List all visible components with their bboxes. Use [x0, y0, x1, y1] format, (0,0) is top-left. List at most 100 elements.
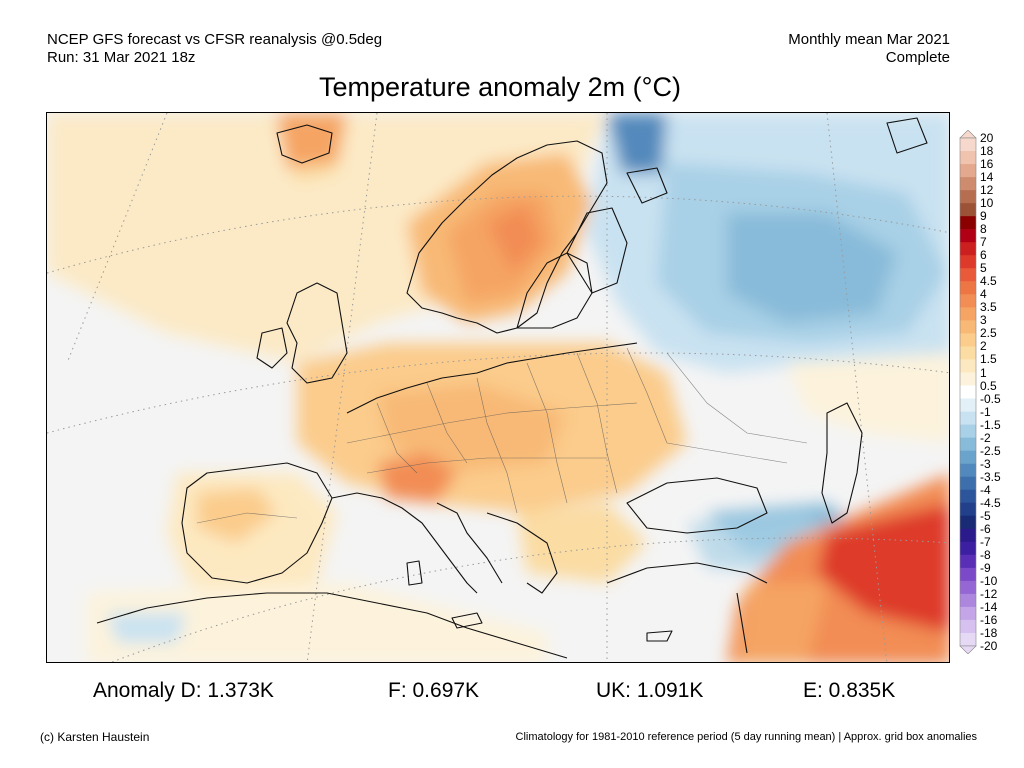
colorbar-tick-label: 3.5: [980, 300, 997, 315]
colorbar-tick-label: -7: [980, 534, 991, 549]
colorbar-swatch: [960, 502, 976, 517]
colorbar-tick-label: -0.5: [980, 391, 1001, 406]
colorbar-swatch: [960, 359, 976, 373]
colorbar-tick-label: 8: [980, 222, 987, 237]
status-info: Complete: [885, 49, 950, 66]
colorbar-swatch: [960, 320, 976, 334]
header-right: Monthly mean Mar 2021 Complete: [788, 31, 950, 67]
colorbar-swatch: [960, 385, 976, 399]
colorbar-tick-label: -5: [980, 508, 991, 523]
header-left: NCEP GFS forecast vs CFSR reanalysis @0.…: [47, 31, 382, 67]
colorbar-tick-label: -4: [980, 482, 991, 497]
borders: [196, 347, 808, 524]
colorbar-swatch: [960, 151, 976, 165]
colorbar-swatch: [960, 554, 976, 569]
colorbar-swatch: [960, 476, 976, 490]
colorbar-swatch: [960, 216, 976, 230]
colorbar-tick-label: -3: [980, 456, 991, 471]
colorbar-tick-label: -16: [980, 612, 998, 627]
colorbar-tick-label: 12: [980, 183, 994, 198]
colorbar-tick-label: 0.5: [980, 378, 997, 393]
colorbar-tick-label: 20: [980, 131, 994, 145]
colorbar-tick-label: 3: [980, 313, 987, 328]
map-title: Temperature anomaly 2m (°C): [319, 72, 681, 102]
colorbar-swatch: [960, 281, 976, 295]
colorbar-swatch: [960, 255, 976, 269]
colorbar-swatch: [960, 606, 976, 621]
colorbar-tick-label: -3.5: [980, 469, 1001, 484]
colorbar-tick-label: 6: [980, 248, 987, 263]
colorbar-tick-label: -1.5: [980, 417, 1001, 432]
colorbar-bottom-arrow: [959, 645, 977, 654]
colorbar-swatch: [960, 580, 976, 595]
colorbar-swatch: [960, 203, 976, 217]
anomaly-map: [46, 112, 950, 663]
colorbar-tick-label: -12: [980, 586, 998, 601]
colorbar-swatch: [960, 138, 976, 152]
colorbar-swatch: [960, 437, 976, 451]
colorbar-tick-label: -9: [980, 560, 991, 575]
colorbar-tick-label: 1.5: [980, 352, 997, 367]
colorbar-swatch: [960, 619, 976, 634]
colorbar-swatch: [960, 268, 976, 282]
copyright: (c) Karsten Haustein: [40, 730, 150, 744]
colorbar-labels: 20 18 16 14 12 10 9 8 7 6 5 4.5 4 3.5 3 2.5 2 1.5 1 0.5 -0.5…: [980, 130, 1024, 652]
colorbar-tick-label: -2: [980, 430, 991, 445]
colorbar-tick-label: -2.5: [980, 443, 1001, 458]
colorbar-swatch: [960, 515, 976, 530]
colorbar-swatch: [960, 411, 976, 425]
colorbar-swatch: [960, 541, 976, 556]
colorbar-tick-label: -6: [980, 521, 991, 536]
anomaly-uk: UK: 1.091K: [596, 679, 704, 702]
model-info: NCEP GFS forecast vs CFSR reanalysis @0.…: [47, 31, 383, 48]
colorbar-swatch: [960, 489, 976, 504]
period-info: Monthly mean Mar 2021: [788, 31, 950, 48]
colorbar-swatch: [960, 164, 976, 178]
colorbar-tick-label: 2.5: [980, 326, 997, 341]
colorbar-tick-label: -8: [980, 547, 991, 562]
climatology-note: Climatology for 1981-2010 reference peri…: [515, 731, 977, 743]
colorbar-swatch: [960, 333, 976, 347]
colorbar-tick-label: 18: [980, 144, 994, 158]
map-canvas: [47, 113, 949, 662]
colorbar-swatch: [960, 307, 976, 321]
anomaly-france: F: 0.697K: [388, 679, 480, 702]
graticule: [47, 113, 949, 662]
colorbar: [959, 130, 977, 654]
colorbar-swatch: [960, 424, 976, 438]
colorbar-tick-label: 1: [980, 365, 987, 380]
colorbar-swatch: [960, 450, 976, 464]
colorbar-swatch: [960, 177, 976, 191]
colorbar-swatch: [960, 398, 976, 412]
colorbar-tick-label: 7: [980, 235, 987, 250]
colorbar-swatch: [960, 632, 976, 647]
colorbar-tick-label: 5: [980, 261, 987, 276]
colorbar-tick-label: 9: [980, 209, 987, 224]
colorbar-swatch: [960, 528, 976, 543]
colorbar-top-arrow: [959, 130, 977, 139]
colorbar-tick-label: -14: [980, 599, 998, 614]
colorbar-tick-label: -20: [980, 639, 998, 653]
colorbar-swatch: [960, 463, 976, 477]
colorbar-tick-label: -1: [980, 404, 991, 419]
anomaly-field: [47, 113, 949, 662]
colorbar-tick-label: 4: [980, 287, 987, 302]
colorbar-swatch: [960, 294, 976, 308]
colorbar-tick-label: 10: [980, 196, 994, 211]
colorbar-swatch: [960, 593, 976, 608]
colorbar-swatch: [960, 229, 976, 243]
colorbar-swatch: [960, 567, 976, 582]
colorbar-swatch: [960, 242, 976, 256]
colorbar-swatch: [960, 346, 976, 360]
anomaly-germany: Anomaly D: 1.373K: [93, 679, 274, 702]
colorbar-swatch: [960, 190, 976, 204]
colorbar-tick-label: 4.5: [980, 274, 997, 289]
colorbar-tick-label: -10: [980, 573, 998, 588]
coastlines: [96, 117, 928, 659]
anomaly-spain: E: 0.835K: [803, 679, 896, 702]
colorbar-tick-label: 16: [980, 157, 994, 172]
colorbar-tick-label: -18: [980, 626, 998, 640]
colorbar-swatch: [960, 372, 976, 386]
run-info: Run: 31 Mar 2021 18z: [47, 49, 196, 66]
colorbar-tick-label: 14: [980, 170, 994, 185]
